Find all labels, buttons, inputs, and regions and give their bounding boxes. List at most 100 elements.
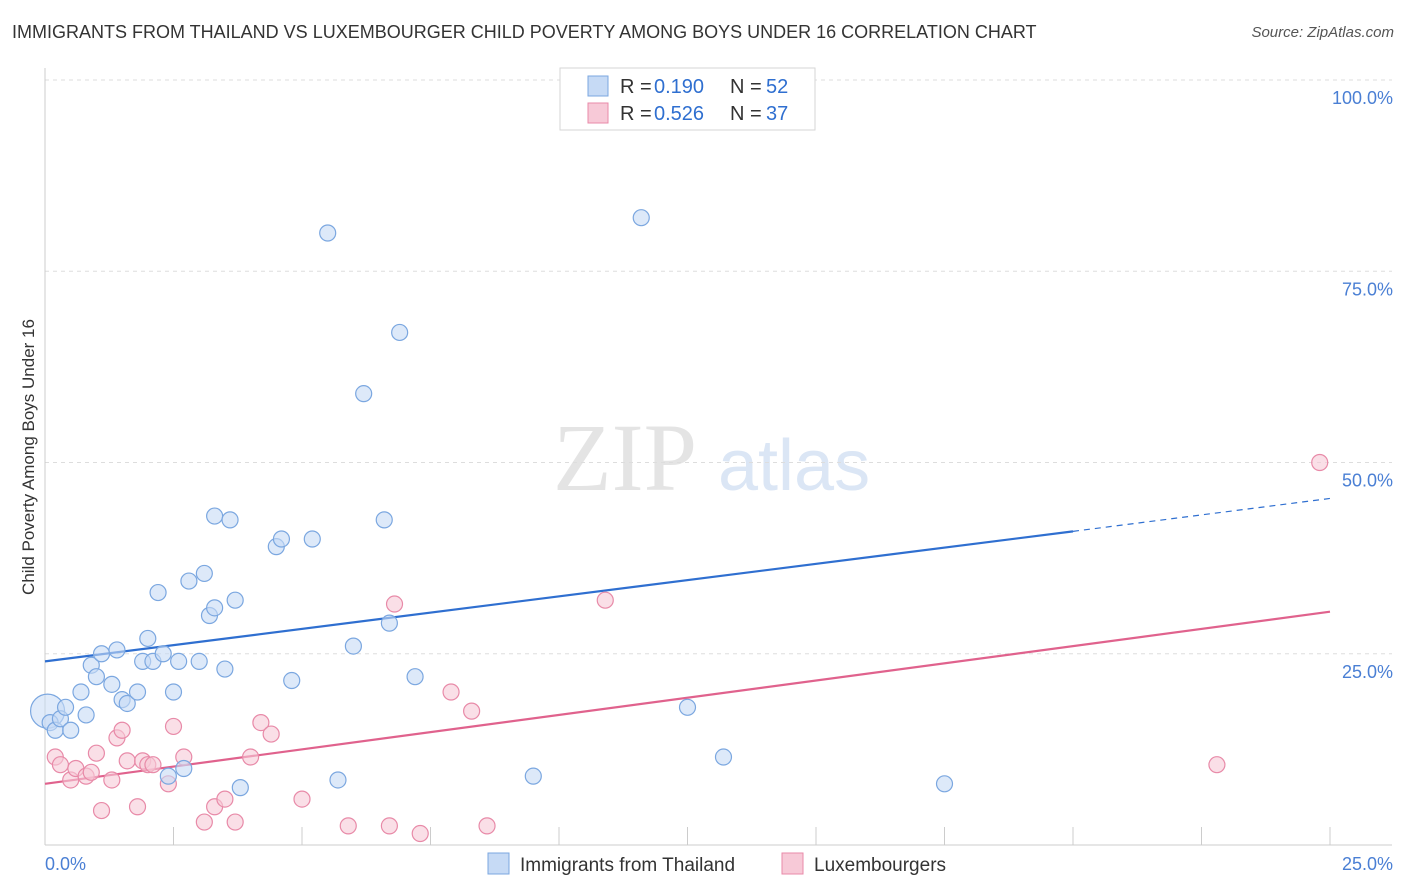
point-series-0 xyxy=(935,775,954,793)
point-series-1 xyxy=(113,721,131,739)
chart-source: Source: ZipAtlas.com xyxy=(1251,24,1394,41)
point-series-0 xyxy=(118,694,136,713)
legend-n-value-thailand: 52 xyxy=(766,76,788,98)
x-tick-label-max: 25.0% xyxy=(1342,854,1393,874)
point-series-1 xyxy=(385,595,404,613)
point-series-0 xyxy=(380,614,398,632)
point-series-0 xyxy=(714,748,733,766)
point-series-0 xyxy=(195,564,213,583)
point-series-0 xyxy=(391,323,409,342)
chart-title: IMMIGRANTS FROM THAILAND VS LUXEMBOURGER… xyxy=(12,22,1037,42)
data-points xyxy=(29,209,1329,843)
tick-labels: 25.0% 50.0% 75.0% 100.0% 0.0% 25.0% xyxy=(45,88,1393,874)
point-series-1 xyxy=(195,813,213,831)
legend-r-label: R = xyxy=(620,103,652,125)
legend-n-label: N = xyxy=(730,76,762,98)
point-series-1 xyxy=(51,756,70,774)
point-series-0 xyxy=(206,599,224,617)
point-series-0 xyxy=(632,209,650,227)
legend-n-value-luxembourgers: 37 xyxy=(766,103,788,125)
grid xyxy=(45,79,1392,655)
point-series-0 xyxy=(128,683,147,701)
point-series-1 xyxy=(293,790,311,808)
point-series-1 xyxy=(92,801,111,820)
point-series-0 xyxy=(62,721,80,739)
bottom-legend-label-luxembourgers: Luxembourgers xyxy=(814,855,946,876)
point-series-0 xyxy=(221,511,239,529)
point-series-0 xyxy=(524,767,542,785)
point-series-1 xyxy=(128,798,147,816)
point-series-0 xyxy=(77,706,95,724)
point-series-0 xyxy=(303,530,321,548)
legend-swatch-luxembourgers xyxy=(587,102,609,124)
point-series-1 xyxy=(1311,453,1329,472)
point-series-1 xyxy=(103,771,121,789)
legend-swatch-thailand xyxy=(587,75,609,97)
point-series-1 xyxy=(216,790,234,808)
trend-line-extension-series-0 xyxy=(1072,497,1331,532)
point-series-1 xyxy=(226,813,244,831)
point-series-0 xyxy=(154,645,172,663)
point-series-1 xyxy=(87,744,106,762)
y-tick-label: 100.0% xyxy=(1332,88,1393,108)
point-series-0 xyxy=(231,779,249,797)
point-series-0 xyxy=(139,629,157,648)
point-series-1 xyxy=(442,683,460,701)
bottom-legend-label-thailand: Immigrants from Thailand xyxy=(520,855,735,876)
point-series-1 xyxy=(380,817,398,835)
trend-line-series-1 xyxy=(44,610,1331,785)
trend-lines xyxy=(44,497,1331,785)
y-axis-label: Child Poverty Among Boys Under 16 xyxy=(19,319,38,595)
watermark-zip: ZIP xyxy=(553,404,697,511)
point-series-0 xyxy=(190,652,208,671)
point-series-1 xyxy=(1208,756,1226,774)
trend-line-series-0 xyxy=(44,530,1074,663)
point-series-1 xyxy=(252,713,270,732)
point-series-0 xyxy=(164,683,183,701)
point-series-0 xyxy=(56,698,75,716)
point-series-0 xyxy=(108,641,126,659)
x-tick-label-min: 0.0% xyxy=(45,854,86,874)
point-series-1 xyxy=(411,824,429,843)
legend-r-value-thailand: 0.190 xyxy=(654,76,704,98)
point-series-0 xyxy=(103,675,121,693)
point-series-0 xyxy=(149,583,167,602)
point-series-0 xyxy=(226,591,244,609)
point-series-0 xyxy=(283,671,301,690)
point-series-0 xyxy=(406,668,424,686)
point-series-0 xyxy=(375,511,393,529)
point-series-1 xyxy=(164,717,183,736)
point-series-1 xyxy=(242,748,260,766)
y-tick-label: 50.0% xyxy=(1342,471,1393,491)
legend-r-label: R = xyxy=(620,76,652,98)
point-series-1 xyxy=(82,763,100,781)
point-series-1 xyxy=(144,756,162,774)
y-tick-label: 75.0% xyxy=(1342,279,1393,299)
point-series-1 xyxy=(596,591,614,609)
point-series-0 xyxy=(180,572,198,590)
point-series-0 xyxy=(159,767,177,785)
watermark-atlas: atlas xyxy=(718,426,870,506)
point-series-1 xyxy=(118,752,136,770)
legend-n-label: N = xyxy=(730,103,762,125)
bottom-legend: Immigrants from Thailand Luxembourgers xyxy=(487,852,946,876)
point-series-0 xyxy=(170,652,188,671)
point-series-0 xyxy=(272,530,291,548)
point-series-0 xyxy=(329,771,347,789)
point-series-0 xyxy=(92,645,111,663)
point-series-0 xyxy=(72,683,90,701)
point-series-1 xyxy=(262,725,280,743)
point-series-1 xyxy=(478,817,496,835)
point-series-0 xyxy=(678,698,697,716)
point-series-0 xyxy=(175,759,193,778)
legend: R = 0.190 N = 52 R = 0.526 N = 37 xyxy=(559,67,816,131)
bottom-legend-swatch-thailand xyxy=(487,852,510,875)
y-tick-label: 25.0% xyxy=(1342,662,1393,682)
point-series-0 xyxy=(355,385,373,403)
bottom-legend-swatch-luxembourgers xyxy=(781,852,804,875)
point-series-1 xyxy=(463,702,481,720)
point-series-0 xyxy=(344,637,362,655)
point-series-0 xyxy=(206,507,224,525)
point-series-0 xyxy=(319,224,337,242)
